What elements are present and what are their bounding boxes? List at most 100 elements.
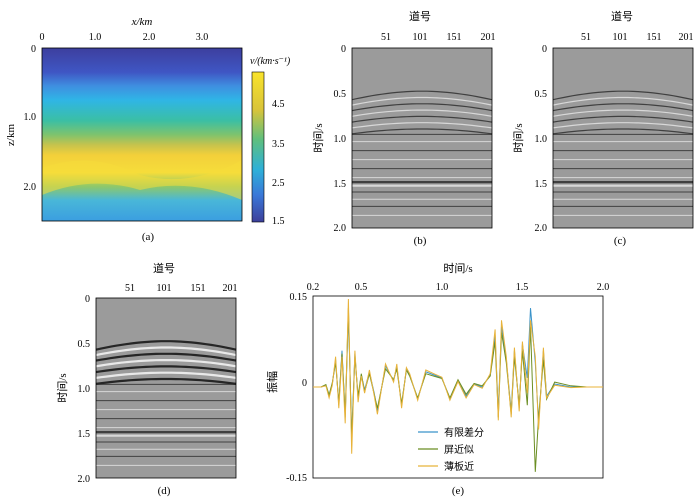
x-tick-label: 0.2 [307, 282, 320, 293]
panel-b-xlabel: 道号 [409, 9, 431, 23]
velocity-model-image [42, 48, 242, 221]
panel-d-ylabel: 时间/s [56, 373, 69, 402]
reflection-event [95, 377, 237, 385]
velocity-layer-blob [42, 160, 242, 200]
panel-b-xticks: 51 101 151 201 [381, 32, 496, 43]
reflection-event [552, 128, 694, 135]
y-tick-label: 1.0 [535, 134, 548, 145]
x-tick-label: 201 [679, 32, 694, 43]
x-tick-label: 0.5 [355, 282, 368, 293]
reflection-event [351, 109, 493, 117]
reflection-event [351, 103, 493, 112]
x-axis-ticks: 0.2 0.5 1.0 1.5 2.0 [307, 282, 610, 293]
reflection-event [95, 346, 237, 357]
y-tick-label: 0 [31, 44, 36, 55]
reflection-event [351, 122, 493, 129]
y-axis-ticks: 0.15 0 -0.15 [286, 292, 307, 484]
x-tick-label: 51 [581, 32, 591, 43]
colorbar-label: v/(km·s⁻¹) [250, 56, 291, 67]
reflection-event [552, 90, 694, 101]
x-tick-label: 151 [447, 32, 462, 43]
x-tick-label: 1.0 [89, 32, 102, 43]
panel-a-xlabel: x/km [131, 16, 153, 28]
colorbar-tick: 4.5 [272, 99, 285, 110]
colorbar-tick: 3.5 [272, 139, 285, 150]
reflection-event [552, 115, 694, 123]
y-tick-label: 0.5 [334, 89, 347, 100]
panel-a-ylabel: z/km [5, 124, 17, 146]
panel-b-yticks: 0 0.5 1.0 1.5 2.0 [334, 44, 347, 234]
reflection-event [95, 371, 237, 379]
y-tick-label: 0.5 [535, 89, 548, 100]
y-tick-label: 0 [542, 44, 547, 55]
y-tick-label: -0.15 [286, 473, 307, 484]
reflection-event [95, 340, 237, 351]
reflection-event [552, 122, 694, 129]
legend: 有限差分 屏近似 薄板近 [418, 426, 484, 473]
x-tick-label: 0 [40, 32, 45, 43]
y-tick-label: 2.0 [24, 182, 37, 193]
panel-e-xlabel: 时间/s [443, 262, 472, 275]
y-tick-label: 2.0 [535, 223, 548, 234]
colorbar-tick: 2.5 [272, 178, 285, 189]
x-tick-label: 51 [125, 283, 135, 294]
y-tick-label: 1.0 [334, 134, 347, 145]
panel-b-ylabel: 时间/s [312, 123, 325, 152]
reflection-event [95, 359, 237, 368]
y-tick-label: 0.15 [290, 292, 308, 303]
panel-d: 道号 51 101 151 201 时间/s 0 0.5 1.0 1.5 2.0… [56, 261, 238, 497]
panel-d-xlabel: 道号 [153, 261, 175, 275]
panel-c-ylabel: 时间/s [512, 123, 525, 152]
reflection-event [95, 352, 237, 362]
seismic-gather-b [351, 47, 493, 229]
y-tick-label: 1.0 [78, 384, 91, 395]
panel-a-xticks: 0 1.0 2.0 3.0 [40, 32, 209, 43]
x-tick-label: 201 [481, 32, 496, 43]
seismic-gather-d [95, 297, 237, 479]
seismic-gather-c [552, 47, 694, 229]
y-tick-label: 2.0 [334, 223, 347, 234]
reflection-event [351, 115, 493, 123]
panel-c-xticks: 51 101 151 201 [581, 32, 694, 43]
panel-a: x/km 0 1.0 2.0 3.0 z/km 0 1.0 2.0 v/(km·… [5, 16, 291, 243]
reflection-event [552, 109, 694, 117]
panel-e-caption: (e) [452, 485, 465, 497]
x-tick-label: 1.5 [516, 282, 529, 293]
reflection-event [95, 365, 237, 374]
panel-c: 道号 51 101 151 201 时间/s 0 0.5 1.0 1.5 2.0… [512, 9, 694, 247]
x-tick-label: 2.0 [597, 282, 610, 293]
panel-a-caption: (a) [142, 231, 155, 243]
panel-d-xticks: 51 101 151 201 [125, 283, 238, 294]
reflection-event [552, 103, 694, 112]
y-tick-label: 2.0 [78, 474, 91, 485]
panel-b: 道号 51 101 151 201 时间/s 0 0.5 1.0 1.5 2.0… [312, 9, 496, 247]
x-tick-label: 3.0 [196, 32, 209, 43]
legend-label: 屏近似 [444, 443, 474, 456]
reflection-event [351, 90, 493, 101]
panel-e-ylabel: 振幅 [265, 371, 279, 393]
y-tick-label: 0 [85, 294, 90, 305]
x-tick-label: 151 [191, 283, 206, 294]
series-line [313, 298, 603, 454]
y-tick-label: 1.0 [24, 112, 37, 123]
x-tick-label: 101 [413, 32, 428, 43]
legend-label: 有限差分 [444, 426, 484, 439]
panel-a-yticks: 0 1.0 2.0 [24, 44, 37, 193]
x-tick-label: 151 [647, 32, 662, 43]
x-tick-label: 2.0 [143, 32, 156, 43]
x-tick-label: 51 [381, 32, 391, 43]
panel-b-caption: (b) [414, 235, 427, 247]
y-tick-label: 0 [302, 378, 307, 389]
reflection-event [351, 128, 493, 135]
panel-c-xlabel: 道号 [611, 9, 633, 23]
panel-d-yticks: 0 0.5 1.0 1.5 2.0 [78, 294, 91, 485]
x-tick-label: 201 [223, 283, 238, 294]
y-tick-label: 1.5 [78, 429, 91, 440]
x-tick-label: 101 [157, 283, 172, 294]
panel-d-caption: (d) [158, 485, 171, 497]
x-tick-label: 1.0 [436, 282, 449, 293]
reflection-event [552, 96, 694, 106]
panel-c-caption: (c) [614, 235, 627, 247]
y-tick-label: 0.5 [78, 339, 91, 350]
